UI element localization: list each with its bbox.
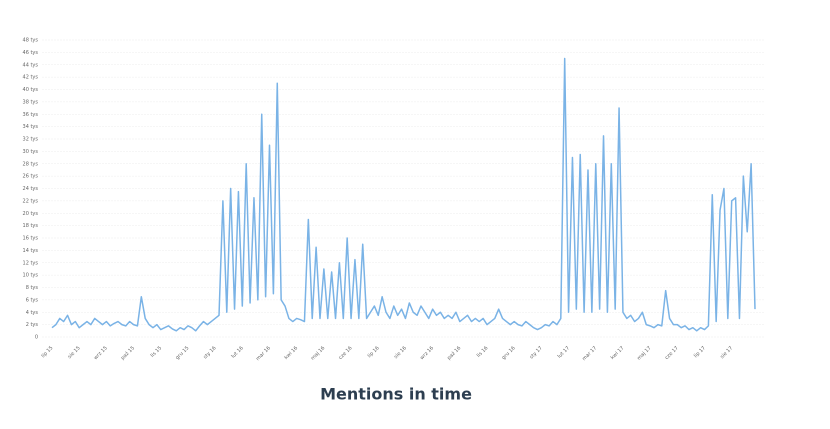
chart-title: Mentions in time (320, 385, 472, 404)
x-tick-label: paź 16 (445, 345, 462, 362)
data-line (51, 57, 756, 332)
y-tick-label: 36 tys (23, 112, 39, 118)
y-tick-label: 16 tys (23, 236, 39, 242)
x-tick-label: wrz 16 (419, 345, 435, 361)
y-tick-label: 10 tys (23, 273, 39, 279)
x-tick-label: sie 15 (67, 345, 82, 360)
y-tick-label: 46 tys (23, 50, 39, 56)
x-tick-label: sty 16 (202, 345, 217, 360)
x-tick-label: lip 16 (367, 345, 381, 359)
y-tick-label: 12 tys (23, 260, 39, 266)
x-tick-label: lut 17 (557, 345, 571, 359)
y-tick-label: 8 tys (26, 285, 39, 291)
y-tick-label: 0 (35, 335, 38, 341)
y-tick-label: 24 tys (23, 186, 39, 192)
x-tick-label: kwi 16 (283, 345, 299, 361)
y-tick-label: 34 tys (23, 124, 39, 130)
x-tick-label: sie 16 (393, 345, 408, 360)
x-tick-label: cze 16 (338, 345, 354, 361)
y-tick-label: 4 tys (26, 310, 39, 316)
x-tick-label: gru 15 (175, 345, 191, 361)
y-tick-label: 22 tys (23, 198, 39, 204)
y-tick-label: 18 tys (23, 223, 39, 229)
y-tick-label: 26 tys (23, 174, 39, 180)
y-tick-label: 40 tys (23, 87, 39, 93)
x-tick-label: mar 16 (255, 345, 272, 362)
x-tick-label: sie 17 (719, 345, 734, 360)
x-tick-label: sty 17 (529, 345, 544, 360)
y-tick-label: 14 tys (23, 248, 39, 254)
x-tick-label: mar 17 (581, 345, 598, 362)
x-tick-label: wrz 15 (93, 345, 109, 361)
y-tick-label: 30 tys (23, 149, 39, 155)
y-tick-label: 2 tys (26, 322, 39, 328)
y-tick-label: 32 tys (23, 137, 39, 143)
x-tick-label: kwi 17 (610, 345, 626, 361)
x-tick-label: lut 16 (230, 345, 244, 359)
x-tick-label: maj 17 (636, 345, 652, 361)
y-tick-label: 28 tys (23, 161, 39, 167)
y-tick-label: 48 tys (23, 38, 39, 44)
x-tick-label: gru 16 (501, 345, 517, 361)
x-tick-label: lis 16 (476, 345, 490, 359)
y-tick-label: 6 tys (26, 297, 39, 303)
y-tick-label: 42 tys (23, 75, 39, 81)
x-tick-label: paź 15 (119, 345, 136, 362)
x-tick-label: maj 16 (310, 345, 326, 361)
x-tick-label: lip 15 (40, 345, 54, 359)
y-tick-label: 44 tys (23, 62, 39, 68)
x-tick-label: lip 17 (693, 345, 707, 359)
x-tick-label: lis 15 (150, 345, 164, 359)
y-tick-label: 38 tys (23, 99, 39, 105)
y-tick-label: 20 tys (23, 211, 39, 217)
x-tick-label: cze 17 (664, 345, 680, 361)
